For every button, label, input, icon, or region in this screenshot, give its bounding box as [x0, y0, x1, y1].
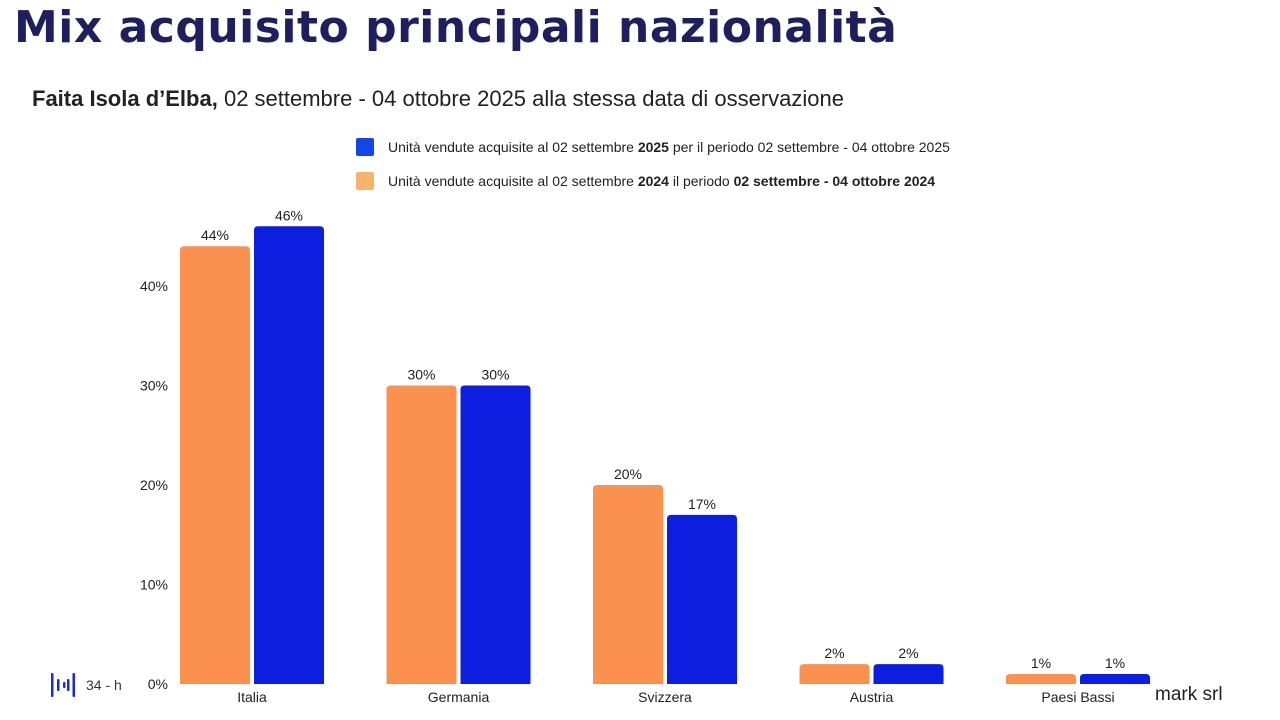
page-title: Mix acquisito principali nazionalità	[14, 2, 898, 53]
page-number: 34 - h	[86, 677, 122, 693]
bar-2024-italia	[180, 246, 250, 684]
subtitle: Faita Isola d’Elba, 02 settembre - 04 ot…	[32, 86, 844, 112]
chart-legend: Unità vendute acquisite al 02 settembre …	[356, 137, 950, 205]
y-tick-label: 0%	[148, 676, 168, 692]
y-tick-label: 40%	[140, 278, 168, 294]
footer-page: 34 - h	[50, 672, 122, 698]
subtitle-period: 02 settembre - 04 ottobre 2025 alla stes…	[217, 86, 844, 111]
subtitle-location: Faita Isola d’Elba,	[32, 86, 218, 111]
brand-name: mark srl	[1155, 684, 1223, 705]
data-label: 2%	[898, 645, 918, 661]
legend-label-2024: Unità vendute acquisite al 02 settembre …	[388, 173, 936, 189]
bar-2025-paesi-bassi	[1080, 674, 1150, 684]
data-label: 2%	[824, 645, 844, 661]
bar-2025-germania	[460, 385, 531, 684]
y-tick-label: 10%	[140, 577, 168, 593]
legend-label-2025: Unità vendute acquisite al 02 settembre …	[388, 139, 950, 155]
bar-2024-paesi-bassi	[1006, 674, 1076, 684]
legend-swatch-2025	[356, 138, 374, 156]
bar-2025-austria	[873, 664, 944, 684]
brand-logo-icon	[51, 673, 75, 697]
data-label: 17%	[688, 496, 716, 512]
x-tick-label: Svizzera	[638, 689, 692, 705]
bar-2025-italia	[254, 226, 324, 685]
legend-item-2025: Unità vendute acquisite al 02 settembre …	[356, 137, 950, 157]
data-label: 1%	[1031, 655, 1051, 671]
bar-2025-svizzera	[667, 514, 737, 684]
data-label: 20%	[614, 466, 642, 482]
bar-2024-svizzera	[593, 485, 663, 684]
legend-swatch-2024	[356, 172, 374, 190]
x-tick-label: Germania	[428, 689, 490, 705]
data-label: 30%	[481, 367, 509, 383]
x-tick-label: Austria	[850, 689, 894, 705]
y-tick-label: 20%	[140, 477, 168, 493]
bar-2024-germania	[386, 385, 457, 684]
data-label: 44%	[201, 227, 229, 243]
data-label: 30%	[407, 367, 435, 383]
data-label: 46%	[275, 207, 303, 223]
x-tick-label: Italia	[237, 689, 267, 705]
data-label: 1%	[1105, 655, 1125, 671]
x-tick-label: Paesi Bassi	[1041, 689, 1114, 705]
bar-2024-austria	[799, 664, 870, 684]
legend-item-2024: Unità vendute acquisite al 02 settembre …	[356, 171, 950, 191]
y-tick-label: 30%	[140, 378, 168, 394]
